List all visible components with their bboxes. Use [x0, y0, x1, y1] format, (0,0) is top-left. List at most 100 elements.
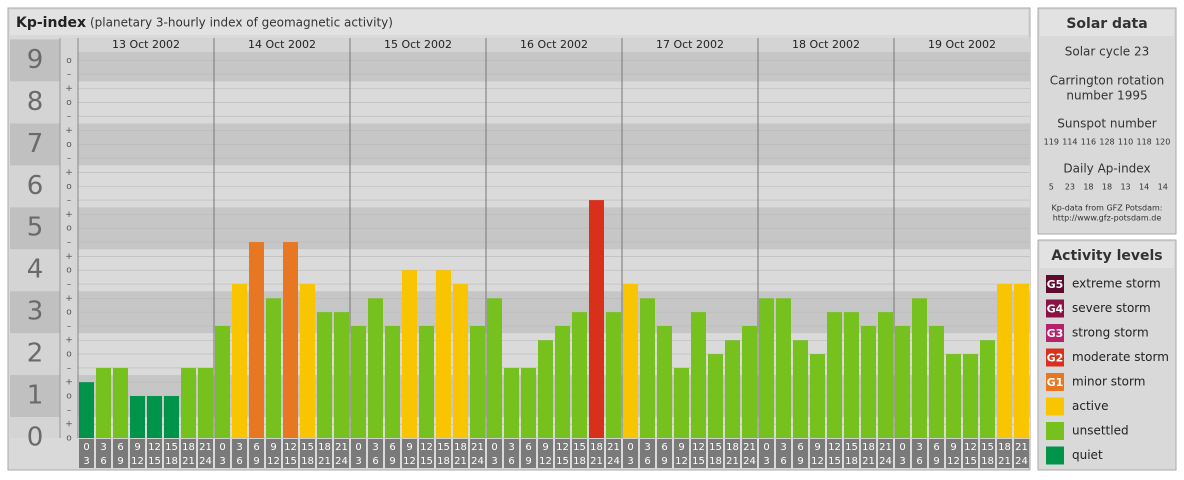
bar	[963, 354, 978, 438]
x-tick-label: 9	[134, 442, 140, 453]
bar	[878, 312, 893, 438]
x-tick-label: 3	[355, 456, 361, 467]
x-label-box	[912, 439, 927, 468]
x-label-box	[249, 439, 264, 468]
x-tick-label: 3	[899, 456, 905, 467]
y-minor-tick-label: o	[66, 98, 72, 108]
bar	[674, 367, 689, 438]
bar	[300, 284, 315, 438]
x-label-box	[317, 439, 332, 468]
bar	[538, 340, 553, 438]
day-label: 19 Oct 2002	[928, 38, 996, 51]
legend-swatch	[1046, 446, 1064, 465]
kp-label-band	[10, 39, 60, 82]
y-minor-tick-label: –	[67, 196, 72, 206]
x-label-box	[640, 439, 655, 468]
y-tick-label: 7	[27, 129, 44, 159]
y-tick-label: 6	[27, 171, 44, 201]
bar	[912, 298, 927, 438]
bar	[130, 396, 145, 438]
x-label-box	[674, 439, 689, 468]
x-tick-label: 6	[253, 442, 259, 453]
x-tick-label: 6	[661, 442, 667, 453]
title-bar	[10, 10, 1028, 35]
y-tick-label: 3	[27, 297, 44, 327]
x-tick-label: 21	[182, 456, 195, 467]
x-tick-label: 15	[437, 442, 450, 453]
x-tick-label: 18	[845, 456, 858, 467]
x-tick-label: 6	[100, 456, 106, 467]
solar-cycle: Solar cycle 23	[1065, 45, 1150, 59]
x-tick-label: 9	[814, 442, 820, 453]
x-label-box	[691, 439, 706, 468]
bar	[419, 325, 434, 438]
x-tick-label: 18	[573, 456, 586, 467]
header-row	[78, 38, 1030, 52]
bar	[96, 367, 111, 438]
bar	[113, 367, 128, 438]
x-tick-label: 3	[780, 442, 786, 453]
x-tick-label: 21	[862, 456, 875, 467]
day-label: 18 Oct 2002	[792, 38, 860, 51]
x-label-box	[283, 439, 298, 468]
x-tick-label: 9	[117, 456, 123, 467]
x-tick-label: 3	[644, 442, 650, 453]
legend-badge: G1	[1047, 376, 1064, 389]
ap-value: 5	[1049, 183, 1054, 192]
x-tick-label: 9	[678, 442, 684, 453]
x-tick-label: 18	[454, 442, 467, 453]
bar	[589, 200, 604, 438]
x-label-box	[419, 439, 434, 468]
y-tick-label: 0	[27, 423, 44, 453]
bar	[606, 312, 621, 438]
x-tick-label: 24	[199, 456, 212, 467]
x-tick-label: 15	[845, 442, 858, 453]
bar	[402, 270, 417, 438]
legend-title-bar	[1040, 242, 1174, 268]
x-label-box	[776, 439, 791, 468]
x-tick-label: 9	[389, 456, 395, 467]
x-tick-label: 21	[1015, 442, 1028, 453]
kp-label-band	[10, 207, 60, 250]
x-tick-label: 12	[267, 456, 280, 467]
bar	[249, 242, 264, 438]
x-tick-label: 0	[219, 442, 225, 453]
x-tick-label: 18	[437, 456, 450, 467]
bar	[623, 284, 638, 438]
bar	[368, 298, 383, 438]
y-minor-tick-label: –	[67, 70, 72, 80]
day-label: 16 Oct 2002	[520, 38, 588, 51]
x-tick-label: 9	[933, 456, 939, 467]
bar	[929, 325, 944, 438]
x-tick-label: 9	[542, 442, 548, 453]
ap-value: 14	[1158, 183, 1168, 192]
ap-value: 13	[1120, 183, 1130, 192]
x-tick-label: 12	[692, 442, 705, 453]
ap-value: 18	[1102, 183, 1112, 192]
kp-label-band	[10, 291, 60, 334]
x-tick-label: 18	[590, 442, 603, 453]
x-tick-label: 9	[406, 442, 412, 453]
x-tick-label: 15	[301, 442, 314, 453]
x-tick-label: 12	[420, 442, 433, 453]
x-tick-label: 3	[219, 456, 225, 467]
bar	[946, 354, 961, 438]
x-label-box	[436, 439, 451, 468]
y-minor-tick-label: –	[67, 154, 72, 164]
kp-label-band	[10, 375, 60, 418]
kp-label-band	[10, 165, 60, 208]
x-label-box	[402, 439, 417, 468]
x-label-box	[181, 439, 196, 468]
day-label: 14 Oct 2002	[248, 38, 316, 51]
x-label-box	[215, 439, 230, 468]
x-tick-label: 24	[607, 456, 620, 467]
legend-label: minor storm	[1072, 375, 1145, 389]
y-minor-tick-label: +	[65, 378, 73, 388]
legend-badge: G4	[1047, 303, 1064, 316]
x-tick-label: 15	[981, 442, 994, 453]
x-label-box	[929, 439, 944, 468]
legend-label: active	[1072, 399, 1108, 413]
x-tick-label: 21	[318, 456, 331, 467]
bar	[283, 242, 298, 438]
